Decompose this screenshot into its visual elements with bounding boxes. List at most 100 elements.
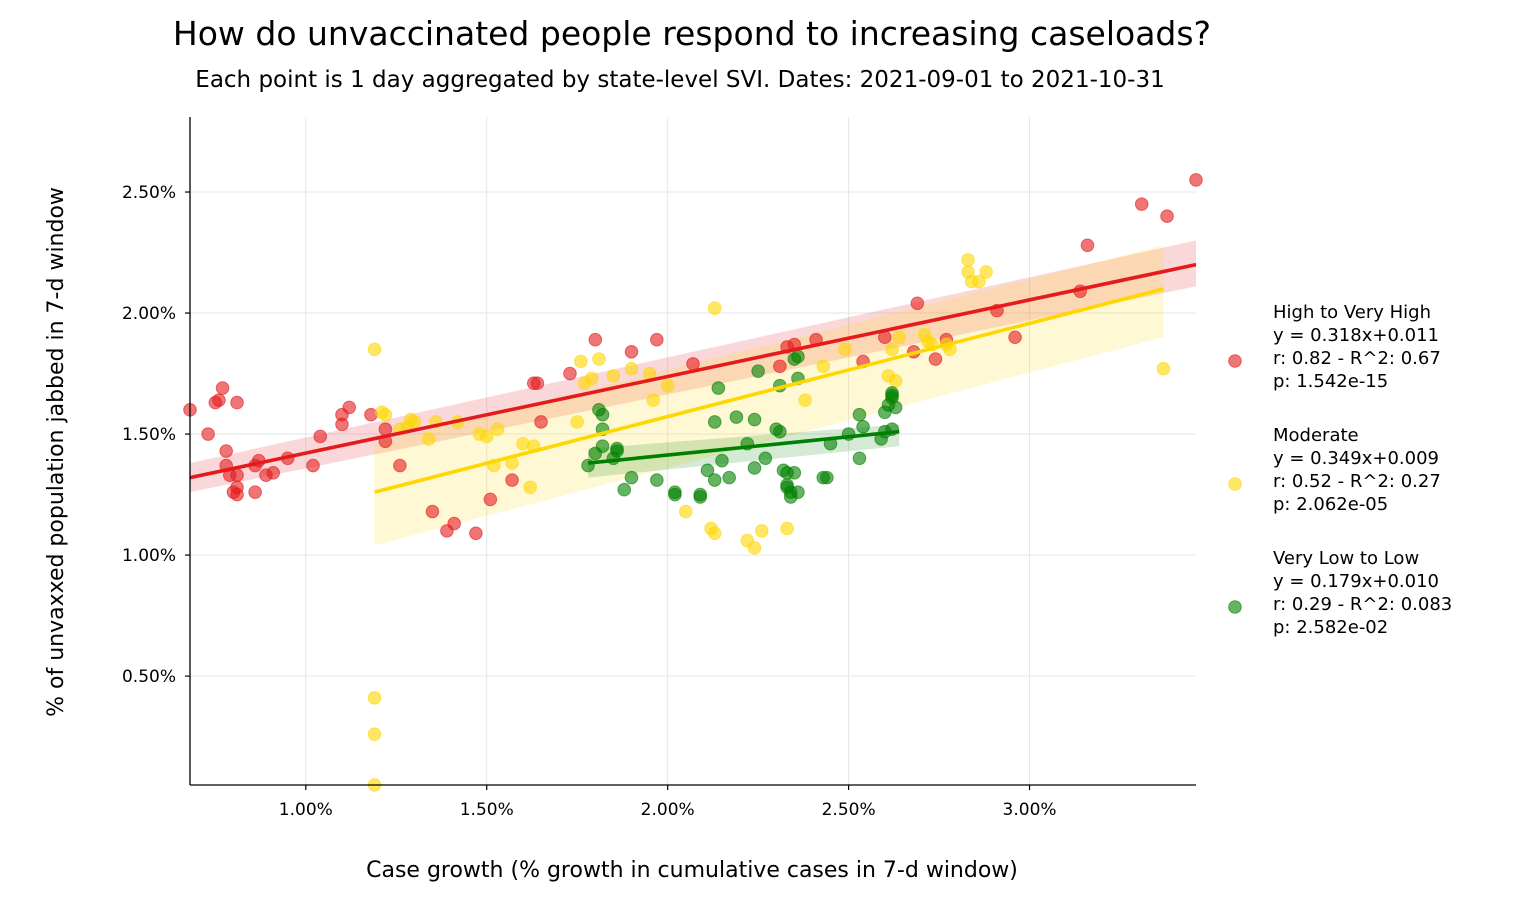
point-moderate xyxy=(378,407,393,422)
x-tick-label: 2.50% xyxy=(822,800,876,820)
point-high-to-very-high xyxy=(773,359,787,374)
y-tick-label: 2.00% xyxy=(122,304,176,324)
point-high-to-very-high xyxy=(505,473,519,487)
point-very-low-to-low xyxy=(773,424,787,439)
point-high-to-very-high xyxy=(469,526,483,541)
fit-line-very-low-to-low xyxy=(587,429,900,465)
y-tick-label: 1.50% xyxy=(122,425,176,445)
fit-line-high-to-very-high xyxy=(189,262,1197,480)
point-very-low-to-low xyxy=(595,439,610,453)
point-moderate xyxy=(979,265,993,279)
point-high-to-very-high xyxy=(393,458,407,473)
legend-marker-moderate xyxy=(1228,477,1242,491)
point-very-low-to-low xyxy=(624,470,639,485)
point-high-to-very-high xyxy=(624,344,639,359)
band-moderate xyxy=(374,245,1164,546)
point-high-to-very-high xyxy=(1189,173,1203,187)
x-tick-label: 2.00% xyxy=(641,800,695,820)
x-ticks: 1.00% 1.50% 2.00% 2.50% 3.00% xyxy=(279,785,1057,820)
point-very-low-to-low xyxy=(852,451,867,466)
legend-text-very-low-to-low: Very Low to Low xyxy=(1273,548,1419,569)
point-very-low-to-low xyxy=(747,461,762,475)
x-tick-label: 3.00% xyxy=(1003,800,1057,820)
y-ticks: 0.50% 1.00% 1.50% 2.00% 2.50% xyxy=(122,183,190,687)
point-moderate xyxy=(892,330,907,345)
point-high-to-very-high xyxy=(248,485,262,499)
legend-text-high-to-very-high: High to Very High xyxy=(1273,302,1431,323)
point-high-to-very-high xyxy=(910,296,925,311)
chart-title: How do unvaccinated people respond to in… xyxy=(173,14,1211,53)
legend-text-very-low-to-low: y = 0.179x+0.010 xyxy=(1273,571,1439,592)
legend-text-high-to-very-high: r: 0.82 - R^2: 0.67 xyxy=(1273,348,1441,369)
point-very-low-to-low xyxy=(707,473,722,487)
point-moderate xyxy=(606,369,621,383)
point-high-to-very-high xyxy=(219,444,233,458)
point-high-to-very-high xyxy=(306,458,320,473)
point-very-low-to-low xyxy=(791,349,805,364)
point-moderate xyxy=(624,361,639,376)
point-high-to-very-high xyxy=(1134,197,1149,211)
point-moderate xyxy=(422,432,436,446)
point-very-low-to-low xyxy=(707,415,722,429)
point-very-low-to-low xyxy=(722,470,736,485)
point-high-to-very-high xyxy=(201,427,215,441)
y-axis-label: % of unvaxxed population jabbed in 7-d w… xyxy=(44,187,69,717)
grid xyxy=(190,117,1196,785)
point-high-to-very-high xyxy=(650,332,664,347)
point-very-low-to-low xyxy=(852,407,867,422)
point-moderate xyxy=(888,374,903,388)
point-very-low-to-low xyxy=(715,453,729,468)
point-very-low-to-low xyxy=(791,485,805,499)
point-moderate xyxy=(961,252,975,267)
data-points xyxy=(183,173,1203,792)
legend-text-moderate: r: 0.52 - R^2: 0.27 xyxy=(1273,471,1441,492)
point-very-low-to-low xyxy=(693,487,708,502)
point-high-to-very-high xyxy=(534,415,548,429)
point-very-low-to-low xyxy=(885,386,899,400)
chart-subtitle: Each point is 1 day aggregated by state-… xyxy=(195,67,1164,93)
point-very-low-to-low xyxy=(711,381,726,395)
point-high-to-very-high xyxy=(447,516,461,531)
point-very-low-to-low xyxy=(650,473,664,487)
point-high-to-very-high xyxy=(425,504,440,519)
point-very-low-to-low xyxy=(856,419,870,434)
point-moderate xyxy=(1156,361,1171,376)
x-axis-label: Case growth (% growth in cumulative case… xyxy=(366,858,1018,883)
legend-marker-very-low-to-low xyxy=(1228,600,1242,614)
point-very-low-to-low xyxy=(595,407,610,422)
point-moderate xyxy=(574,354,588,369)
point-moderate xyxy=(780,521,794,536)
point-high-to-very-high xyxy=(1160,209,1174,224)
y-tick-label: 2.50% xyxy=(122,183,176,203)
point-moderate xyxy=(584,371,599,386)
point-high-to-very-high xyxy=(530,376,545,391)
point-very-low-to-low xyxy=(758,451,773,466)
point-moderate xyxy=(367,691,382,705)
fit-line-moderate xyxy=(374,287,1164,494)
legend-text-very-low-to-low: p: 2.582e-02 xyxy=(1273,617,1388,638)
point-moderate xyxy=(367,342,382,357)
y-tick-label: 1.00% xyxy=(122,546,176,566)
legend-text-moderate: p: 2.062e-05 xyxy=(1273,494,1388,515)
legend-text-high-to-very-high: p: 1.542e-15 xyxy=(1273,371,1388,392)
point-high-to-very-high xyxy=(1008,330,1022,345)
point-moderate xyxy=(646,393,660,407)
point-moderate xyxy=(678,504,693,519)
x-tick-label: 1.50% xyxy=(460,800,514,820)
band-very-low-to-low xyxy=(588,424,900,478)
axes xyxy=(189,117,1196,786)
legend-text-moderate: y = 0.349x+0.009 xyxy=(1273,448,1439,469)
point-moderate xyxy=(838,342,852,357)
point-very-low-to-low xyxy=(888,400,903,415)
point-moderate xyxy=(707,301,722,316)
point-moderate xyxy=(754,524,769,538)
legend-text-very-low-to-low: r: 0.29 - R^2: 0.083 xyxy=(1273,594,1452,615)
point-moderate xyxy=(660,378,675,393)
point-moderate xyxy=(816,359,831,374)
legend-text-high-to-very-high: y = 0.318x+0.011 xyxy=(1273,325,1439,346)
point-moderate xyxy=(523,480,537,495)
legend-marker-high-to-very-high xyxy=(1228,354,1242,368)
point-high-to-very-high xyxy=(686,357,700,371)
